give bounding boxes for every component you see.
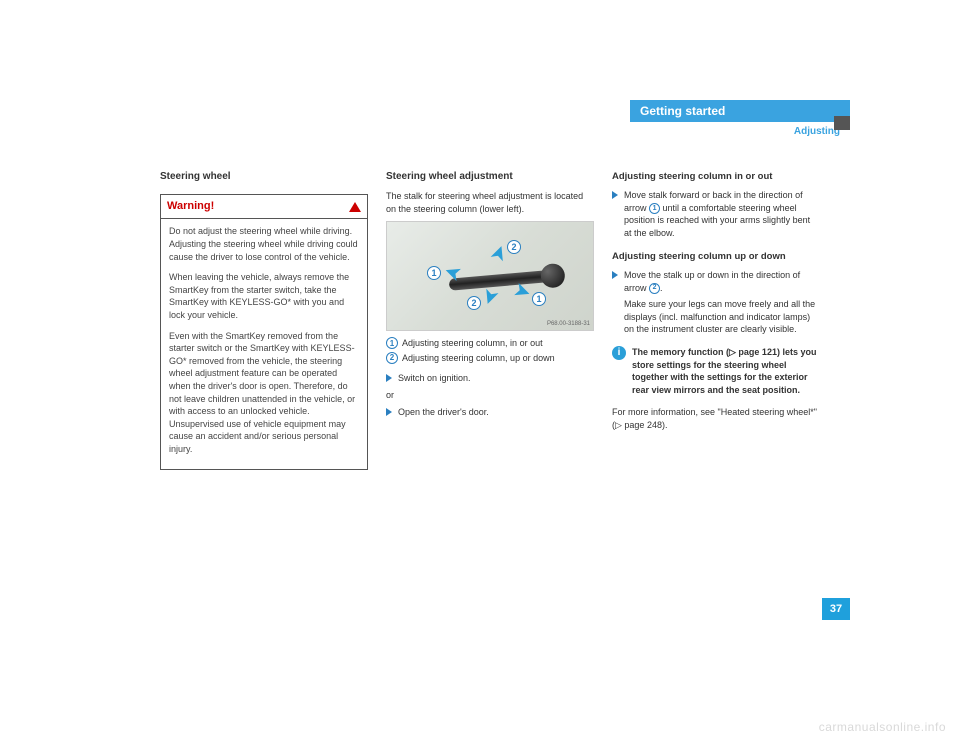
info-icon: i: [612, 346, 626, 360]
procedure-step: Move stalk forward or back in the direct…: [612, 189, 820, 239]
stalk-knob: [540, 263, 566, 289]
warning-header: Warning!: [161, 195, 367, 219]
procedure-step: Switch on ignition.: [386, 372, 594, 385]
section-title: Adjusting: [630, 122, 850, 137]
stalk-graphic: [448, 269, 559, 291]
column-3: Adjusting steering column in or out Move…: [612, 170, 820, 470]
callout-1: 1: [532, 292, 546, 306]
lead-text: The stalk for steering wheel adjustment …: [386, 190, 594, 215]
column-1: Steering wheel Warning! Do not adjust th…: [160, 170, 368, 470]
step-text: Move stalk forward or back in the direct…: [624, 189, 820, 239]
warning-paragraph: Do not adjust the steering wheel while d…: [169, 225, 359, 263]
step-marker-icon: [612, 271, 618, 279]
legend-row: 2 Adjusting steering column, up or down: [386, 352, 594, 365]
legend-text: Adjusting steering column, in or out: [402, 337, 543, 350]
warning-paragraph: When leaving the vehicle, always remove …: [169, 271, 359, 321]
steering-stalk-figure: 1 1 2 2 ➤ ➤ ➤ ➤ P68.00-3188-31: [386, 221, 594, 331]
figure-ref: P68.00-3188-31: [547, 320, 590, 328]
warning-paragraph: Even with the SmartKey removed from the …: [169, 330, 359, 456]
warning-icon: [349, 202, 361, 212]
arrow-icon: ➤: [480, 287, 502, 307]
page-header: Getting started Adjusting: [630, 100, 850, 137]
legend-row: 1 Adjusting steering column, in or out: [386, 337, 594, 350]
step-text: Switch on ignition.: [398, 372, 471, 385]
step-text: Open the driver's door.: [398, 406, 489, 419]
info-text: The memory function (▷ page 121) lets yo…: [632, 346, 820, 396]
legend-text: Adjusting steering column, up or down: [402, 352, 555, 365]
up-down-heading: Adjusting steering column up or down: [612, 250, 820, 263]
page-number: 37: [822, 598, 850, 620]
step-marker-icon: [386, 374, 392, 382]
step-text: Move the stalk up or down in the directi…: [624, 269, 820, 294]
callout-1: 1: [427, 266, 441, 280]
column-2: Steering wheel adjustment The stalk for …: [386, 170, 594, 470]
procedure-step: Open the driver's door.: [386, 406, 594, 419]
watermark: carmanualsonline.info: [819, 720, 946, 734]
legend-num-2: 2: [386, 352, 398, 364]
step-marker-icon: [612, 191, 618, 199]
inline-callout-1: 1: [649, 203, 660, 214]
content-columns: Steering wheel Warning! Do not adjust th…: [160, 170, 820, 470]
in-out-heading: Adjusting steering column in or out: [612, 170, 820, 183]
step-marker-icon: [386, 408, 392, 416]
thumb-tab: [834, 116, 850, 130]
procedure-step: Move the stalk up or down in the directi…: [612, 269, 820, 294]
or-text: or: [386, 389, 594, 402]
warning-body: Do not adjust the steering wheel while d…: [161, 219, 367, 469]
note-text: Make sure your legs can move freely and …: [624, 298, 820, 336]
warning-box: Warning! Do not adjust the steering whee…: [160, 194, 368, 470]
steering-wheel-heading: Steering wheel: [160, 170, 368, 184]
inline-callout-2: 2: [649, 283, 660, 294]
warning-label: Warning!: [167, 199, 214, 214]
adjustment-heading: Steering wheel adjustment: [386, 170, 594, 184]
chapter-title: Getting started: [630, 100, 850, 122]
text-fragment: .: [660, 283, 663, 293]
info-note: i The memory function (▷ page 121) lets …: [612, 346, 820, 396]
cross-reference: For more information, see "Heated steeri…: [612, 406, 820, 431]
figure-legend: 1 Adjusting steering column, in or out 2…: [386, 337, 594, 364]
legend-num-1: 1: [386, 337, 398, 349]
manual-page: Getting started Adjusting Steering wheel…: [160, 60, 820, 660]
